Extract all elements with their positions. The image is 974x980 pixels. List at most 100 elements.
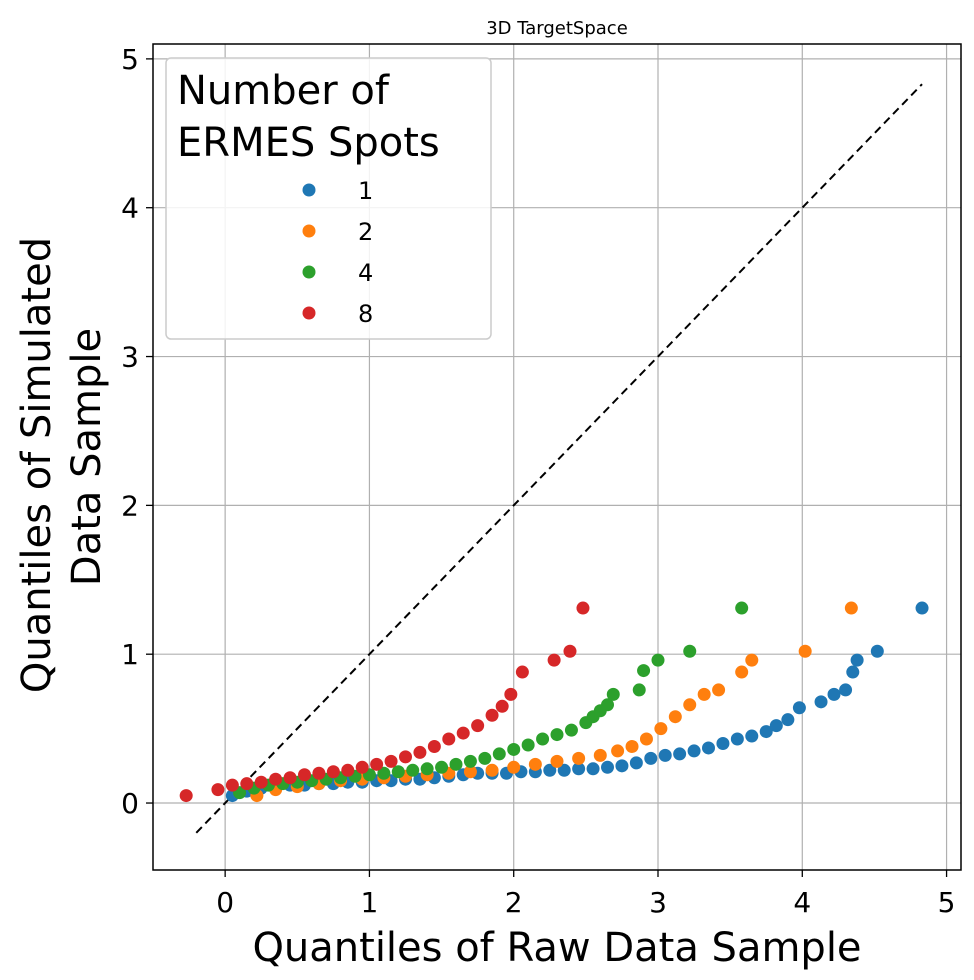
plot-frame [152,43,962,871]
data-point [915,601,929,615]
data-point [435,760,449,774]
data-point [611,744,625,758]
data-point [384,754,398,768]
data-point [370,757,384,771]
data-point [521,738,535,752]
data-point [651,653,665,667]
data-point [712,683,726,697]
data-point [586,762,600,776]
x-tick-label: 0 [216,886,234,919]
data-point [593,748,607,762]
data-point [399,750,412,764]
data-point [298,768,311,782]
series-8 [179,601,590,803]
x-axis-label: Quantiles of Raw Data Sample [252,925,861,971]
data-points [179,601,929,803]
data-point [456,726,470,740]
data-point [543,763,557,777]
data-point [355,760,369,774]
y-axis-label-line-2: Data Sample [64,328,110,586]
data-point [601,698,614,712]
grid-lines [153,44,961,870]
data-point [716,736,730,750]
legend-marker-8 [302,306,316,320]
legend: Number of ERMES Spots 1 2 4 8 [165,57,492,340]
data-point [547,653,561,667]
data-point [406,763,420,777]
legend-marker-1 [302,183,316,197]
data-point [668,710,682,724]
y-tick-label: 1 [121,638,139,671]
data-point [485,708,499,722]
data-point [495,699,509,713]
data-point [240,777,254,791]
data-point [504,687,518,701]
data-point [254,775,268,789]
data-point [572,762,586,776]
data-point [463,765,477,779]
legend-label-2: 2 [358,218,373,246]
data-point [673,747,687,761]
data-point [827,687,841,701]
data-point [759,725,773,739]
data-point [572,751,586,765]
data-point [442,732,456,746]
data-point [225,778,239,792]
data-point [606,687,620,701]
x-tick-label: 1 [361,886,379,919]
reference-line [195,83,923,834]
data-point [639,732,653,746]
x-tick-label: 3 [649,886,667,919]
data-point [687,744,701,758]
data-point [683,644,697,658]
data-point [601,760,614,774]
chart-title: 3D TargetSpace [486,18,628,39]
data-point [341,763,355,777]
data-point [550,754,564,768]
legend-marker-4 [302,265,316,279]
data-point [528,757,542,771]
data-point [492,747,506,761]
legend-label-8: 8 [358,300,373,328]
data-point [697,687,711,701]
data-point [654,722,668,736]
data-point [629,756,643,770]
x-tick-label: 4 [793,886,811,919]
data-point [485,763,499,777]
data-point [798,644,812,658]
x-tick-label: 5 [938,886,956,919]
data-point [625,739,639,753]
y-tick-label: 2 [121,489,139,522]
x-tick-label: 2 [505,886,523,919]
data-point [377,766,391,780]
data-point [730,732,744,746]
data-point [745,729,759,743]
data-point [515,665,529,679]
data-point [211,783,225,797]
data-point [850,653,864,667]
data-point [536,732,550,746]
data-point [269,772,283,786]
data-point [839,683,853,697]
data-point [550,728,564,742]
data-point [644,751,658,765]
data-point [615,759,629,773]
data-point [471,719,485,733]
data-point [658,748,672,762]
data-point [478,751,492,765]
data-point [870,644,884,658]
data-point [844,601,858,615]
data-point [745,653,759,667]
data-point [557,763,571,777]
data-point [735,601,749,615]
data-point [781,713,795,727]
data-point [312,766,326,780]
x-ticks: 0 1 2 3 4 5 [216,870,955,919]
y-tick-label: 5 [121,43,139,76]
legend-box [165,57,492,340]
data-point [637,664,651,678]
data-point [632,683,646,697]
legend-title-line-1: Number of [177,68,390,114]
reference-line-group [195,83,923,834]
data-point [427,739,441,753]
